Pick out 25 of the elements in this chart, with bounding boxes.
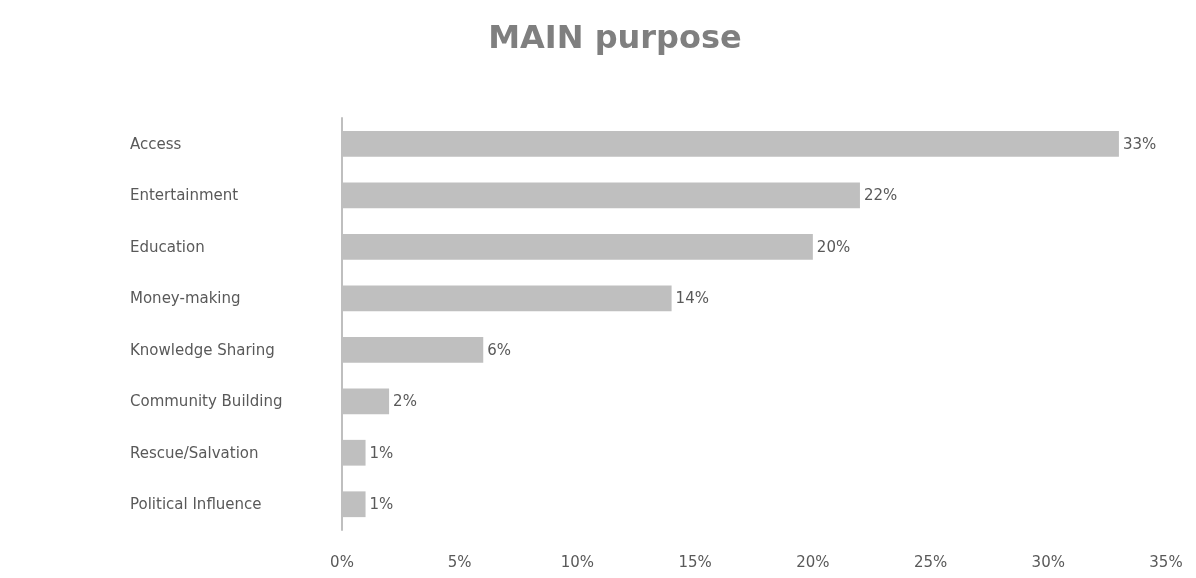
y-tick-label: Knowledge Sharing [130,340,275,359]
y-tick-label: Education [130,237,205,256]
y-tick-label: Rescue/Salvation [130,443,259,462]
data-label: 20% [816,237,851,256]
chart-title: MAIN purpose [488,18,742,56]
x-tick-label: 10% [560,552,595,571]
x-tick-label: 0% [330,552,354,571]
y-tick-label: Access [130,134,182,153]
y-tick-label: Community Building [130,392,283,411]
x-tick-label: 15% [678,552,712,571]
y-tick-label: Political Influence [130,495,262,514]
x-tick-label: 20% [796,552,830,571]
data-label: 1% [369,443,394,462]
data-label: 14% [675,289,709,308]
y-tick-label: Money-making [130,289,241,308]
y-tick-label: Entertainment [130,186,239,205]
data-label: 1% [369,495,394,514]
x-tick-label: 5% [447,552,472,571]
data-label: 33% [1122,134,1157,153]
data-label: 2% [393,392,417,411]
x-tick-label: 35% [1149,552,1183,571]
data-label: 22% [863,186,898,205]
data-label: 6% [487,340,512,359]
x-tick-label: 30% [1031,552,1065,571]
x-tick-label: 25% [913,552,948,571]
